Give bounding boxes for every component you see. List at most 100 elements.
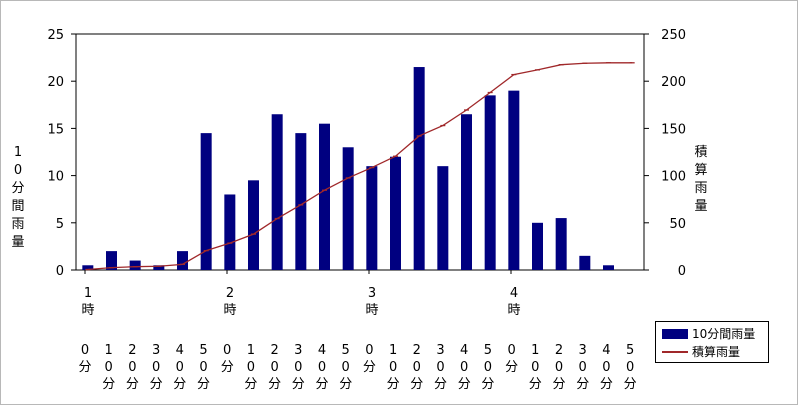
bar <box>129 260 141 270</box>
bar <box>413 67 425 270</box>
bar <box>555 218 567 270</box>
bar <box>200 133 212 270</box>
minute-label-char: 分 <box>126 377 139 392</box>
hour-suffix: 時 <box>223 303 236 318</box>
right-axis-title-char: 積 <box>694 145 707 160</box>
legend: 10分間雨量 積算雨量 <box>655 321 769 363</box>
left-tick-label: 25 <box>47 28 64 43</box>
minute-label: 0分 <box>78 343 91 375</box>
hour-suffix: 時 <box>507 303 520 318</box>
minute-label-char: 1 <box>531 343 539 358</box>
minute-label-char: 分 <box>387 377 400 392</box>
minute-label-char: 0 <box>389 360 397 375</box>
minute-label-char: 分 <box>221 360 234 375</box>
hour-labels: 1 時 2 時 3 時 4 時 <box>81 270 521 318</box>
minute-label-char: 0 <box>436 360 444 375</box>
hour-suffix: 時 <box>365 303 378 318</box>
minute-label-char: 0 <box>223 343 231 358</box>
legend-bar-label: 10分間雨量 <box>692 327 756 341</box>
minute-label: 4 0 分 <box>315 343 328 392</box>
minute-label-char: 0 <box>176 360 184 375</box>
legend-line-label: 積算雨量 <box>692 345 741 359</box>
bar <box>319 123 330 271</box>
bar <box>153 265 165 270</box>
left-tick-label: 0 <box>56 264 64 279</box>
minute-label: 1 0 分 <box>244 343 257 392</box>
bar <box>579 255 591 270</box>
hour-label: 1 <box>84 286 92 301</box>
minute-label: 3 0 分 <box>434 343 447 392</box>
left-axis-ticks: 0 5 10 15 20 25 <box>47 28 76 279</box>
bar <box>437 166 449 270</box>
minute-label-char: 3 <box>152 343 160 358</box>
minute-label-char: 分 <box>624 377 637 392</box>
minute-labels: 0分10分20分30分40分50分0分10分20分30分40分50分0分10分2… <box>78 343 636 392</box>
left-axis-title-char: 間 <box>11 199 24 214</box>
right-tick-label: 50 <box>669 217 686 232</box>
minute-label: 1 0 分 <box>529 343 542 392</box>
minute-label: 2 0 分 <box>126 343 139 392</box>
bar <box>390 156 401 270</box>
hour-label: 2 <box>226 286 234 301</box>
minute-label-char: 0 <box>247 360 255 375</box>
left-tick-label: 5 <box>56 217 64 232</box>
minute-label-char: 分 <box>102 377 115 392</box>
minute-label: 5 0 分 <box>339 343 352 392</box>
minute-label-char: 0 <box>128 360 136 375</box>
left-axis-title-char: 雨 <box>11 217 24 232</box>
bar-series <box>82 67 614 271</box>
minute-label-char: 0 <box>199 360 207 375</box>
minute-label-char: 0 <box>531 360 539 375</box>
minute-label-char: 分 <box>292 377 305 392</box>
minute-label-char: 分 <box>434 377 447 392</box>
hour-label: 3 <box>368 286 376 301</box>
minute-label: 2 0 分 <box>410 343 423 392</box>
minute-label: 1 0 分 <box>387 343 400 392</box>
minute-label-char: 0 <box>318 360 326 375</box>
bar <box>82 265 94 270</box>
bar <box>106 251 117 270</box>
minute-label-char: 0 <box>105 360 113 375</box>
left-axis-title-char: 分 <box>11 181 24 196</box>
line-path <box>87 62 633 271</box>
minute-label-char: 0 <box>626 360 634 375</box>
line-series <box>85 62 635 271</box>
minute-label-char: 0 <box>294 360 302 375</box>
minute-label-char: 1 <box>105 343 113 358</box>
left-axis-title-char: 1 <box>14 145 22 160</box>
bar <box>342 147 354 270</box>
minute-label-char: 分 <box>78 360 91 375</box>
right-tick-label: 100 <box>661 170 686 185</box>
plot-area <box>75 33 645 271</box>
minute-label: 2 0 分 <box>552 343 565 392</box>
right-tick-label: 250 <box>661 28 686 43</box>
minute-label: 4 0 分 <box>458 343 471 392</box>
minute-label-char: 4 <box>176 343 184 358</box>
minute-label: 4 0 分 <box>600 343 613 392</box>
minute-label-char: 5 <box>626 343 634 358</box>
minute-label-char: 1 <box>389 343 397 358</box>
minute-label: 4 0 分 <box>173 343 186 392</box>
minute-label-char: 5 <box>342 343 350 358</box>
right-tick-label: 0 <box>678 264 686 279</box>
right-axis-title: 積算雨量 <box>694 145 707 214</box>
minute-label: 0分 <box>363 343 376 375</box>
bar <box>271 114 283 271</box>
minute-label-char: 0 <box>507 343 515 358</box>
minute-label: 5 0 分 <box>624 343 637 392</box>
right-axis-title-char: 算 <box>694 163 707 178</box>
minute-label-char: 0 <box>365 343 373 358</box>
bar <box>508 90 520 270</box>
left-tick-label: 20 <box>47 75 64 90</box>
minute-label-char: 分 <box>268 377 281 392</box>
minute-label-char: 0 <box>342 360 350 375</box>
minute-label-char: 3 <box>436 343 444 358</box>
bar <box>248 180 259 270</box>
minute-label-char: 分 <box>339 377 352 392</box>
left-axis-title-char: 0 <box>14 163 22 178</box>
minute-label-char: 2 <box>413 343 421 358</box>
minute-label: 5 0 分 <box>197 343 210 392</box>
minute-label-char: 分 <box>505 360 518 375</box>
minute-label-char: 2 <box>128 343 136 358</box>
